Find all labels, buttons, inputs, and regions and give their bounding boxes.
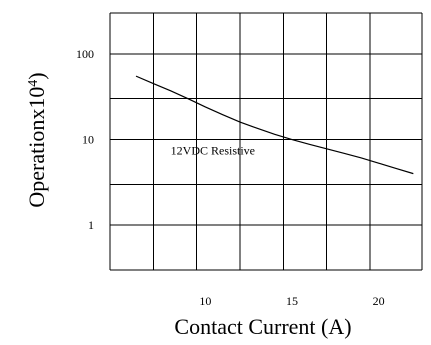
tick-label-layer: 10 15 20 100 10 1 <box>76 47 385 308</box>
x-axis-title: Contact Current (A) <box>174 314 351 339</box>
y-tick-label-0: 100 <box>76 47 94 61</box>
y-axis-title: Operationx104) <box>24 72 49 207</box>
x-tick-label-1: 15 <box>286 294 298 308</box>
series-line-0 <box>135 75 414 175</box>
y-axis-title-exponent: 4 <box>26 80 41 87</box>
x-tick-label-0: 10 <box>199 294 211 308</box>
y-axis-title-suffix: ) <box>24 72 49 79</box>
x-tick-label-2: 20 <box>373 294 385 308</box>
series-layer <box>135 75 414 175</box>
y-tick-label-1: 10 <box>82 133 94 147</box>
y-tick-label-2: 1 <box>88 218 94 232</box>
y-axis-title-base: Operationx10 <box>24 87 49 208</box>
annotation-0: 12VDC Resistive <box>171 143 255 157</box>
grid-layer <box>109 12 423 271</box>
annotation-layer: 12VDC Resistive <box>171 143 255 157</box>
